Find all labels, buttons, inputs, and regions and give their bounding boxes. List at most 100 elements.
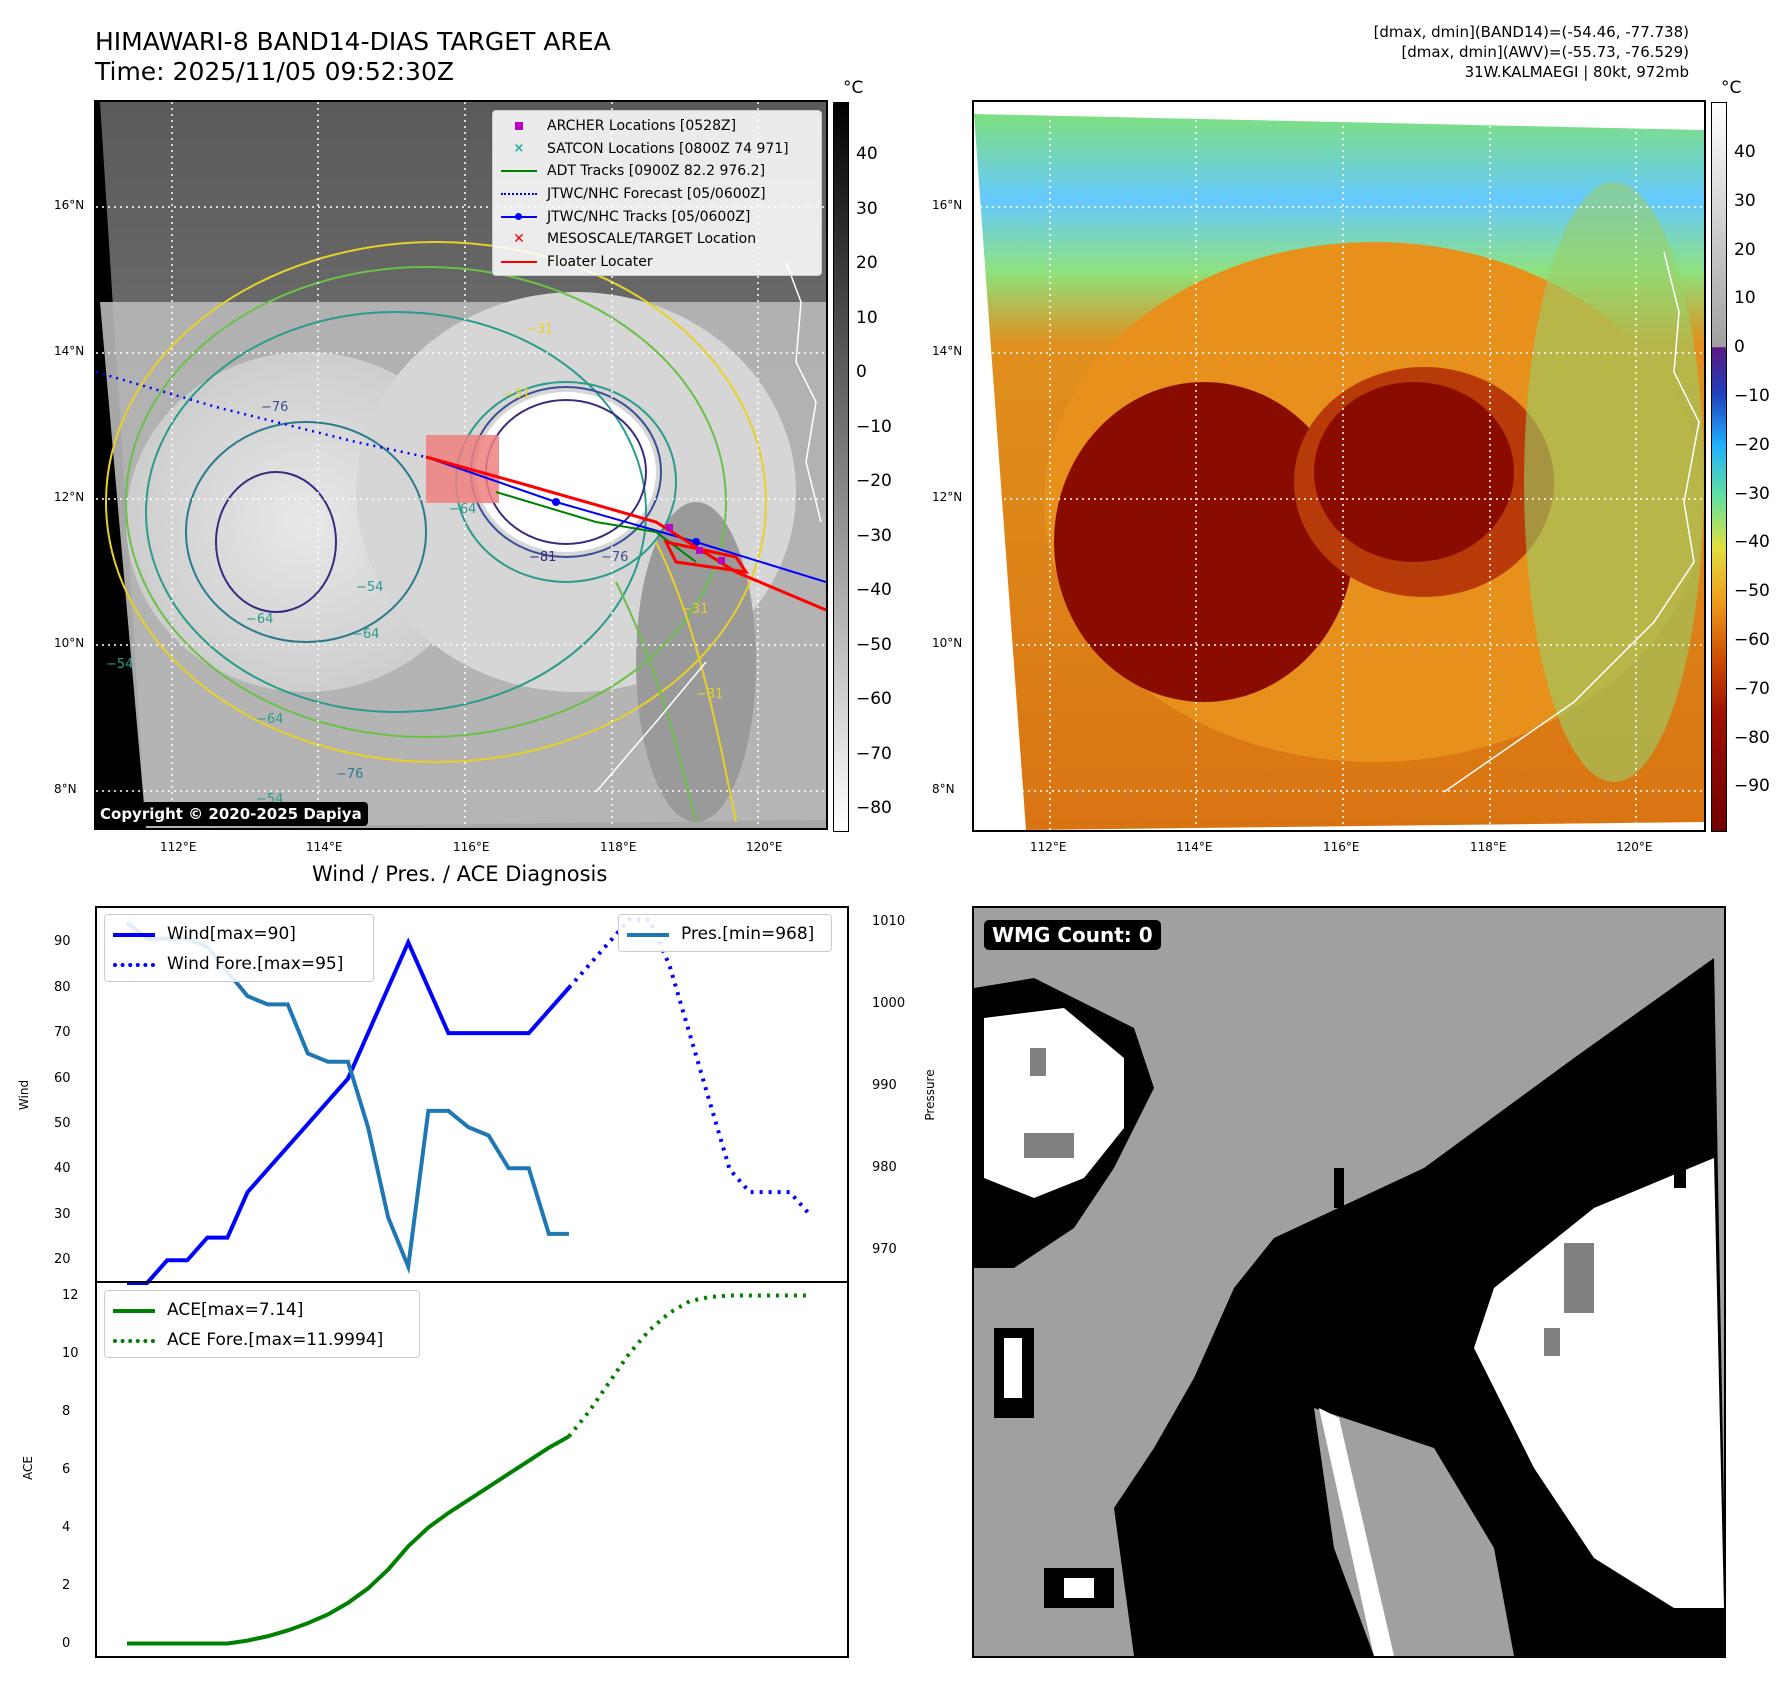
lat-tick: 16°N bbox=[932, 198, 963, 212]
wind-legend: Wind[max=90] Wind Fore.[max=95] bbox=[104, 914, 374, 982]
colorbar-tick-label: 10 bbox=[856, 307, 878, 328]
dotted-line-icon bbox=[113, 957, 155, 971]
colorbar-tick-label: −10 bbox=[856, 416, 892, 437]
ir-map-panel: −76 −31 −31 −64 −81 −76 −54 −64 −64 −64 … bbox=[94, 100, 828, 830]
diagnosis-title: Wind / Pres. / ACE Diagnosis bbox=[312, 862, 608, 886]
colorbar-tick-label: 0 bbox=[1734, 337, 1745, 358]
colorbar-tick-label: −20 bbox=[1734, 434, 1770, 455]
colorbar-unit: °C bbox=[843, 78, 864, 98]
lat-tick: 14°N bbox=[54, 344, 85, 358]
solid-line-icon bbox=[113, 927, 155, 941]
legend-adt: ADT Tracks [0900Z 82.2 976.2] bbox=[501, 160, 813, 183]
contour-label: −76 bbox=[601, 550, 629, 565]
square-marker-icon bbox=[501, 119, 537, 133]
colorbar-tick-label: 20 bbox=[856, 253, 878, 273]
colorbar-tick-label: −50 bbox=[856, 634, 892, 655]
info-band14: [dmax, dmin](BAND14)=(-54.46, -77.738) bbox=[1373, 23, 1689, 41]
colorbar-tick-label: −40 bbox=[1734, 532, 1770, 553]
legend-forecast: JTWC/NHC Forecast [05/0600Z] bbox=[501, 183, 813, 206]
ace-tick-label: 0 bbox=[62, 1635, 71, 1651]
ace-tick-label: 8 bbox=[62, 1403, 71, 1419]
colorbar-enhanced bbox=[1711, 102, 1727, 832]
lat-tick: 12°N bbox=[932, 490, 963, 504]
legend-ace: ACE[max=7.14] bbox=[113, 1295, 411, 1325]
colorbar-tick-label: −60 bbox=[1734, 630, 1770, 650]
colorbar-tick-label: −80 bbox=[1734, 727, 1770, 748]
colorbar-tick-label: 30 bbox=[856, 198, 878, 219]
colorbar-gray bbox=[833, 102, 849, 832]
series-line bbox=[567, 1293, 810, 1438]
ace-axes bbox=[95, 1281, 849, 1658]
contour-label: −54 bbox=[106, 657, 134, 672]
colorbar-tick-label: 0 bbox=[856, 362, 867, 382]
series-line bbox=[127, 937, 571, 1285]
legend-target: ✕ MESOSCALE/TARGET Location bbox=[501, 228, 813, 251]
legend-wind: Wind[max=90] bbox=[113, 919, 365, 949]
lat-tick: 14°N bbox=[932, 344, 963, 358]
ace-tick-label: 12 bbox=[62, 1287, 79, 1303]
wind-tick-label: 30 bbox=[54, 1206, 71, 1222]
ir-map-image bbox=[96, 102, 826, 828]
solid-line-icon bbox=[113, 1303, 155, 1317]
colorbar-tick-label: 10 bbox=[1734, 288, 1756, 309]
contour-label: −76 bbox=[261, 400, 289, 415]
colorbar-tick-label: −70 bbox=[856, 743, 892, 764]
pressure-tick-label: 990 bbox=[872, 1078, 897, 1094]
colorbar-tick-label: −90 bbox=[1734, 776, 1770, 797]
wmg-panel: WMG Count: 0 bbox=[972, 906, 1726, 1658]
legend-satcon: × SATCON Locations [0800Z 74 971] bbox=[501, 138, 813, 161]
lon-tick: 112°E bbox=[1030, 840, 1067, 854]
lat-tick: 8°N bbox=[932, 782, 955, 796]
colorbar-tick-label: −60 bbox=[856, 689, 892, 709]
contour-label: −64 bbox=[256, 712, 284, 727]
contour-label: −31 bbox=[696, 687, 724, 702]
wind-tick-label: 50 bbox=[54, 1116, 71, 1132]
figure-time: Time: 2025/11/05 09:52:30Z bbox=[95, 57, 454, 86]
x-marker-icon: ✕ bbox=[513, 231, 525, 248]
info-storm: 31W.KALMAEGI | 80kt, 972mb bbox=[1464, 63, 1689, 81]
lat-tick: 16°N bbox=[54, 198, 85, 212]
enhanced-map-panel bbox=[972, 100, 1706, 832]
contour-label: −31 bbox=[526, 322, 554, 337]
solid-line-icon bbox=[501, 164, 537, 178]
lat-tick: 12°N bbox=[54, 490, 85, 504]
wmg-count-badge: WMG Count: 0 bbox=[984, 920, 1161, 950]
lon-tick: 118°E bbox=[600, 840, 637, 854]
pressure-axis-label: Pressure bbox=[923, 1069, 937, 1121]
contour-label: −76 bbox=[336, 767, 364, 782]
copyright-badge: Copyright © 2020-2025 Dapiya bbox=[96, 802, 368, 826]
pressure-legend: Pres.[min=968] bbox=[618, 914, 832, 952]
ace-tick-label: 10 bbox=[62, 1345, 79, 1361]
colorbar-tick-label: −50 bbox=[1734, 581, 1770, 602]
ace-legend: ACE[max=7.14] ACE Fore.[max=11.9994] bbox=[104, 1290, 420, 1358]
colorbar-unit: °C bbox=[1721, 78, 1742, 98]
colorbar-tick-label: −10 bbox=[1734, 386, 1770, 406]
wind-tick-label: 40 bbox=[54, 1161, 71, 1177]
colorbar-tick-label: −30 bbox=[1734, 483, 1770, 504]
wind-axis-label: Wind bbox=[17, 1079, 31, 1111]
colorbar-tick-label: 30 bbox=[1734, 190, 1756, 211]
contour-label: −31 bbox=[681, 602, 709, 617]
colorbar-tick-label: −20 bbox=[856, 471, 892, 491]
legend-jtwc: JTWC/NHC Tracks [05/0600Z] bbox=[501, 205, 813, 228]
lon-tick: 118°E bbox=[1470, 840, 1507, 854]
wind-tick-label: 60 bbox=[54, 1070, 71, 1086]
legend-ace-forecast: ACE Fore.[max=11.9994] bbox=[113, 1325, 411, 1355]
colorbar-tick-label: 40 bbox=[1734, 142, 1756, 162]
lat-tick: 10°N bbox=[54, 636, 85, 650]
lat-tick: 8°N bbox=[54, 782, 77, 796]
solid-line-icon bbox=[627, 927, 669, 941]
colorbar-tick-label: 20 bbox=[1734, 239, 1756, 260]
line-dot-icon bbox=[501, 210, 537, 224]
contour-label: −81 bbox=[529, 550, 557, 565]
colorbar-tick-label: −80 bbox=[856, 798, 892, 818]
colorbar-tick-label: −30 bbox=[856, 525, 892, 546]
wmg-image bbox=[974, 958, 1724, 1656]
legend-wind-forecast: Wind Fore.[max=95] bbox=[113, 949, 365, 979]
info-awv: [dmax, dmin](AWV)=(-55.73, -76.529) bbox=[1401, 43, 1689, 61]
solid-line-icon bbox=[501, 255, 537, 269]
lon-tick: 112°E bbox=[160, 840, 197, 854]
colorbar-tick-label: −70 bbox=[1734, 678, 1770, 699]
colorbar-tick-label: 40 bbox=[856, 144, 878, 164]
wind-tick-label: 70 bbox=[54, 1025, 71, 1041]
